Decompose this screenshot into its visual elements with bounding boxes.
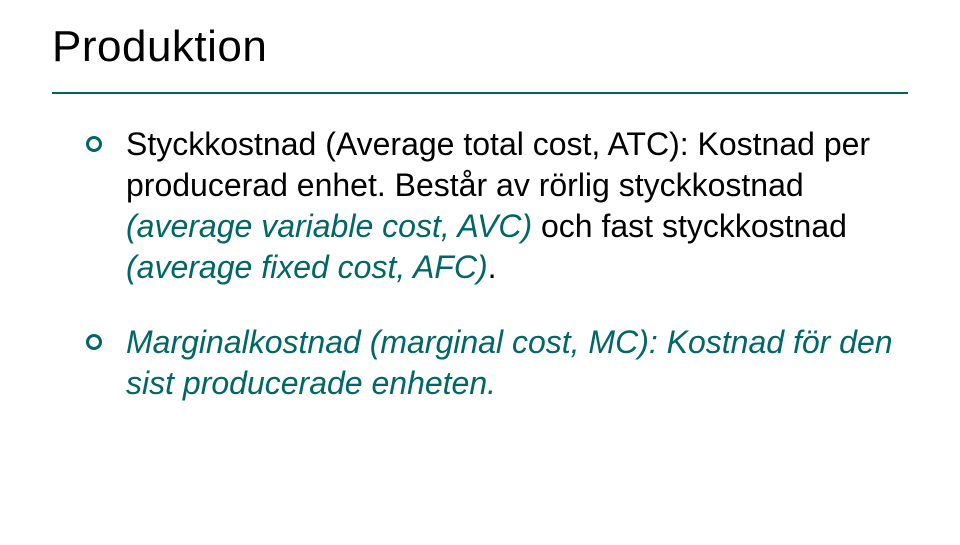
bullet-text-run: och fast styckkostnad bbox=[532, 208, 856, 244]
bullet-ring-icon bbox=[86, 334, 102, 350]
slide-body: Styckkostnad (Average total cost, ATC): … bbox=[86, 124, 906, 438]
bullet-text-run-italic: (average fixed cost, AFC) bbox=[126, 249, 488, 285]
bullet-item: Styckkostnad (Average total cost, ATC): … bbox=[86, 124, 906, 288]
bullet-text-run-italic: Marginalkostnad (marginal cost, MC): Kos… bbox=[126, 324, 901, 401]
bullet-text-run: Styckkostnad (Average total cost, ATC): … bbox=[126, 126, 879, 203]
bullet-text-run: . bbox=[488, 249, 497, 285]
slide: Produktion Styckkostnad (Average total c… bbox=[0, 0, 960, 545]
bullet-ring-icon bbox=[86, 136, 102, 152]
slide-title: Produktion bbox=[52, 22, 267, 72]
bullet-item: Marginalkostnad (marginal cost, MC): Kos… bbox=[86, 322, 906, 404]
bullet-text-run-italic: (average variable cost, AVC) bbox=[126, 208, 532, 244]
title-underline bbox=[52, 92, 908, 94]
